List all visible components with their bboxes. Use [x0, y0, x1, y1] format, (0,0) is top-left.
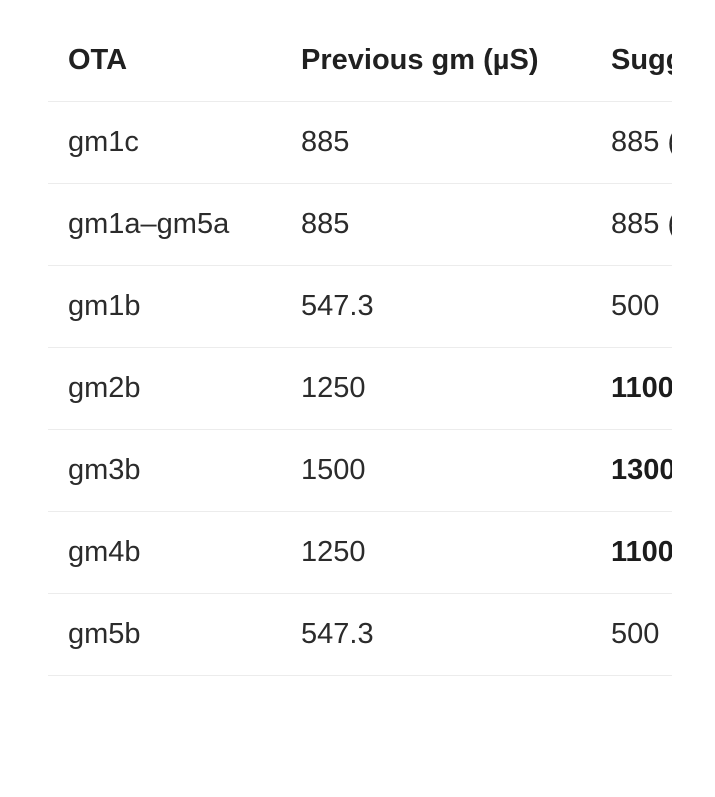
table-row: gm1c 885 885 (	[48, 101, 672, 184]
cell-previous: 547.3	[281, 593, 591, 676]
cell-ota: gm1a–gm5a	[48, 183, 281, 266]
cell-ota: gm1b	[48, 265, 281, 348]
cell-suggested: 885 (	[591, 183, 672, 266]
cell-previous: 547.3	[281, 265, 591, 348]
cell-suggested: 500	[591, 265, 672, 348]
cell-previous: 1250	[281, 511, 591, 594]
header-ota: OTA	[48, 20, 281, 102]
cell-ota: gm5b	[48, 593, 281, 676]
cell-ota: gm1c	[48, 101, 281, 184]
table-bottom-spacer	[48, 675, 672, 760]
cell-suggested: 500	[591, 593, 672, 676]
cell-ota: gm4b	[48, 511, 281, 594]
cell-previous: 1500	[281, 429, 591, 512]
header-previous-gm: Previous gm (µS)	[281, 20, 591, 102]
cell-previous: 885	[281, 101, 591, 184]
cell-suggested: 885 (	[591, 101, 672, 184]
cell-suggested: 1300	[591, 429, 672, 512]
cell-ota: gm3b	[48, 429, 281, 512]
table-row: gm4b 1250 1100	[48, 511, 672, 594]
cell-previous: 1250	[281, 347, 591, 430]
cell-suggested: 1100	[591, 347, 672, 430]
cell-ota: gm2b	[48, 347, 281, 430]
table-row: gm5b 547.3 500	[48, 593, 672, 676]
table-row: gm2b 1250 1100	[48, 347, 672, 430]
table-row: gm1b 547.3 500	[48, 265, 672, 348]
table-row: gm3b 1500 1300	[48, 429, 672, 512]
table-row: gm1a–gm5a 885 885 (	[48, 183, 672, 266]
cell-previous: 885	[281, 183, 591, 266]
cell-suggested: 1100	[591, 511, 672, 594]
